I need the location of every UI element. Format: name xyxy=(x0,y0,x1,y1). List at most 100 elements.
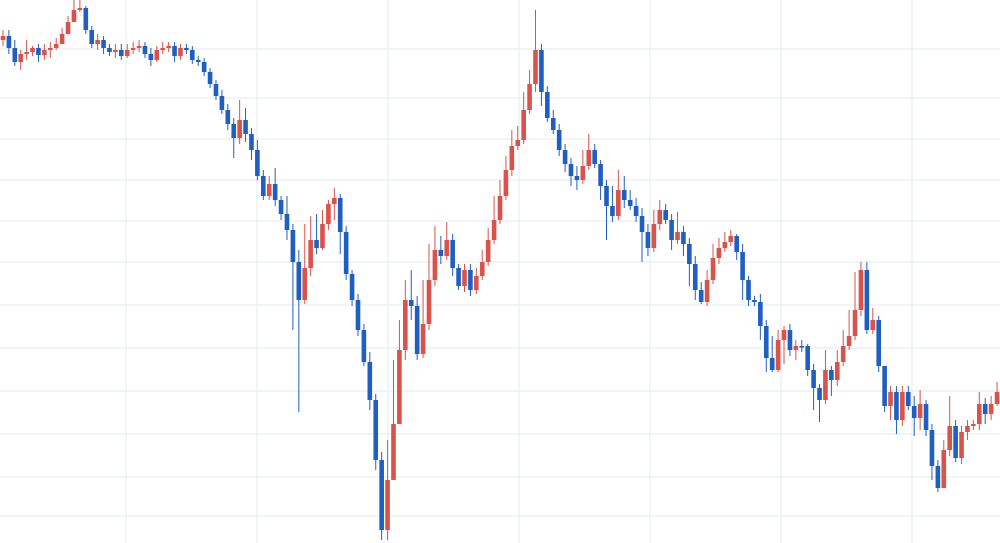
candle-body xyxy=(6,36,12,48)
candle-body xyxy=(118,50,124,56)
candle-body xyxy=(65,22,71,34)
candle-body xyxy=(817,388,822,400)
candle-body xyxy=(59,34,65,44)
candle-body xyxy=(53,44,59,48)
candle-body xyxy=(503,170,509,196)
candle-body xyxy=(681,232,686,244)
candle-body xyxy=(734,236,739,252)
candle-body xyxy=(610,206,615,216)
candle-body xyxy=(556,130,562,150)
candle-body xyxy=(971,424,976,426)
candle-body xyxy=(166,46,171,48)
candle-body xyxy=(651,224,657,248)
candle-body xyxy=(669,220,674,240)
candle-body xyxy=(935,466,941,488)
candle-body xyxy=(113,50,118,52)
candle-body xyxy=(953,426,958,458)
candle-body xyxy=(24,52,29,54)
candle-body xyxy=(124,50,130,56)
candle-body xyxy=(36,48,41,55)
candle-body xyxy=(959,432,964,458)
candle-body xyxy=(231,124,237,138)
candle-body xyxy=(278,200,284,214)
candle-body xyxy=(284,214,290,230)
candle-body xyxy=(491,220,497,240)
candle-body xyxy=(799,346,805,348)
candle-body xyxy=(568,164,574,176)
candle-body xyxy=(302,268,308,300)
candle-body xyxy=(645,232,651,248)
candle-body xyxy=(616,190,621,216)
candle-body xyxy=(793,346,799,350)
candle-body xyxy=(432,250,438,280)
candle-body xyxy=(397,350,402,424)
candle-body xyxy=(994,392,1000,404)
candle-body xyxy=(178,48,183,56)
candle-body xyxy=(894,392,899,420)
candle-body xyxy=(639,216,645,232)
candle-body xyxy=(373,400,379,460)
candle-body xyxy=(148,54,154,60)
candle-body xyxy=(663,210,668,220)
candle-body xyxy=(272,184,278,200)
candle-body xyxy=(266,184,272,196)
candle-body xyxy=(184,48,189,50)
candle-body xyxy=(811,370,816,388)
candle-body xyxy=(509,146,515,170)
candle-body xyxy=(101,40,106,48)
candle-body xyxy=(527,84,532,110)
candle-body xyxy=(18,54,24,62)
candle-body xyxy=(550,118,556,130)
candle-body xyxy=(976,404,982,424)
candle-body xyxy=(917,404,923,418)
candle-body xyxy=(462,270,467,286)
candle-body xyxy=(201,62,207,72)
candle-body xyxy=(355,300,361,330)
candle-body xyxy=(562,150,568,164)
candle-body xyxy=(675,232,680,240)
candle-body xyxy=(367,362,373,400)
candle-body xyxy=(379,460,384,530)
candle-body xyxy=(332,198,337,204)
candle-body xyxy=(598,164,603,186)
candle-body xyxy=(545,92,550,118)
candle-body xyxy=(426,280,432,324)
candle-body xyxy=(888,392,893,406)
candle-body xyxy=(823,370,828,400)
candle-body xyxy=(485,240,491,262)
candle-body xyxy=(89,30,95,44)
candle-body xyxy=(308,240,313,268)
candle-body xyxy=(314,240,319,248)
candle-body xyxy=(255,150,260,176)
candle-body xyxy=(130,48,136,50)
candle-body xyxy=(136,46,142,48)
candle-body xyxy=(722,242,728,248)
candle-body xyxy=(834,362,840,380)
candle-body xyxy=(775,340,781,370)
candle-body xyxy=(497,196,503,220)
candle-body xyxy=(728,236,734,242)
candle-body xyxy=(905,392,911,406)
candle-body xyxy=(574,176,580,180)
candle-body xyxy=(627,200,633,206)
candle-body xyxy=(479,262,485,276)
candle-body xyxy=(456,268,461,286)
candle-body xyxy=(0,36,6,40)
candle-body xyxy=(290,230,296,262)
candle-body xyxy=(900,392,905,420)
candle-body xyxy=(219,96,225,110)
candle-body xyxy=(261,176,266,196)
candle-body xyxy=(444,240,450,256)
candle-body xyxy=(243,120,248,134)
candle-body xyxy=(207,72,213,84)
candle-body xyxy=(864,270,870,330)
candle-body xyxy=(195,60,201,62)
candle-body xyxy=(687,244,692,264)
candle-body xyxy=(190,50,195,60)
candle-body xyxy=(107,48,112,52)
candle-body xyxy=(95,40,100,44)
candle-body xyxy=(692,264,698,290)
candle-body xyxy=(249,134,254,150)
candle-body xyxy=(716,248,722,258)
